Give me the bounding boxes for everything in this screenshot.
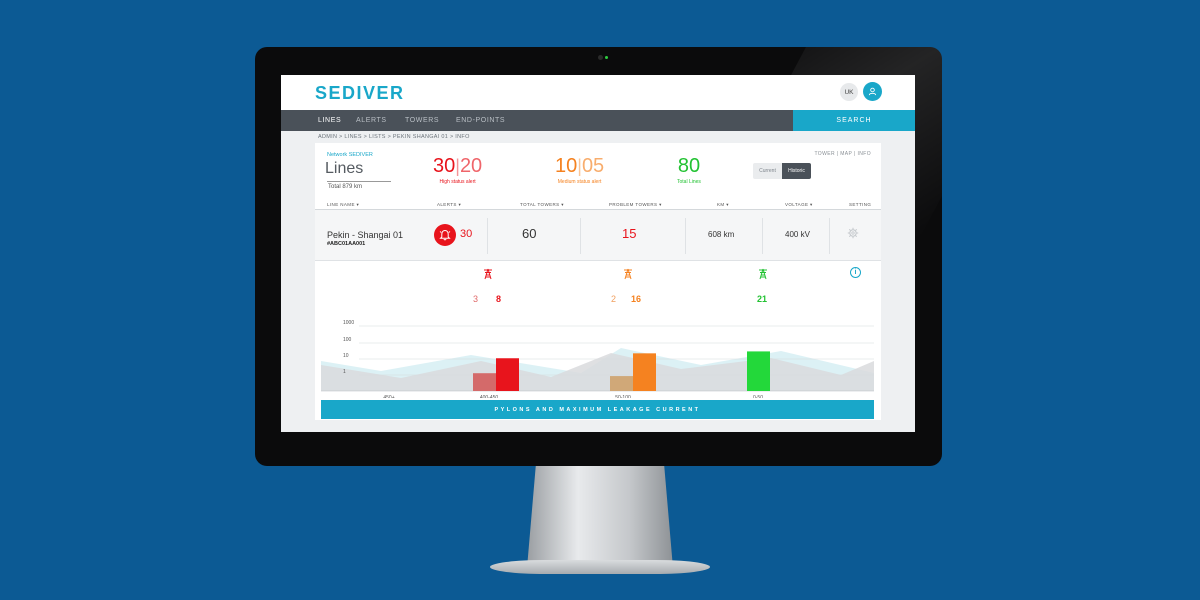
area-shape: [321, 353, 874, 391]
total-towers-value: 60: [522, 226, 537, 241]
voltage-value: 400 kV: [785, 230, 810, 239]
alarm-bell-icon: [439, 229, 451, 241]
orange-tower-count-a: 2: [611, 294, 617, 304]
medium-alerts-count: 10: [555, 155, 578, 177]
title-underline: [327, 181, 391, 182]
gear-icon[interactable]: [847, 227, 859, 239]
medium-status-stat[interactable]: 10|05 Medium status alert: [555, 155, 604, 185]
stat-divider: |: [577, 156, 582, 176]
x-tick-label: 450+: [383, 395, 394, 398]
main-nav: LINES ALERTS TOWERS END-POINTS SEARCH: [281, 110, 915, 131]
app-screen: SEDIVER UK LINES ALERTS TOWERS END-POINT…: [281, 75, 915, 432]
nav-end-points[interactable]: END-POINTS: [456, 117, 506, 124]
nav-lines[interactable]: LINES: [318, 117, 342, 124]
col-line-name[interactable]: LINE NAME ▾: [327, 202, 360, 207]
view-links[interactable]: TOWER | MAP | INFO: [814, 151, 871, 157]
alert-badge[interactable]: [434, 224, 456, 246]
user-icon: [868, 87, 877, 96]
sediver-logo[interactable]: SEDIVER: [315, 83, 405, 103]
x-tick-label: 400-450: [480, 395, 499, 398]
col-alerts[interactable]: ALERTS ▾: [437, 202, 462, 207]
y-tick-label: 1000: [343, 320, 354, 326]
top-bar: SEDIVER UK: [281, 75, 915, 110]
table-row[interactable]: Pekin - Shangai 01 #ABC01AA001 30 60 15 …: [315, 210, 881, 261]
medium-alerts-secondary: 05: [581, 155, 605, 177]
col-divider: [685, 218, 686, 254]
col-setting: SETTING: [849, 202, 872, 207]
alerts-count: 30: [460, 228, 473, 240]
tower-icon-orange: [624, 268, 632, 280]
camera: [598, 55, 603, 60]
km-value: 608 km: [708, 230, 735, 239]
tower-icon-red: [484, 268, 492, 280]
chart-footer-button[interactable]: PYLONS AND MAXIMUM LEAKAGE CURRENT: [321, 400, 874, 419]
tower-icon-green: [759, 268, 767, 280]
col-voltage[interactable]: VOLTAGE ▾: [785, 202, 813, 207]
y-tick-label: 1: [343, 369, 346, 375]
stat-divider: |: [455, 156, 460, 176]
total-lines-label: Total Lines: [677, 179, 701, 185]
nav-alerts[interactable]: ALERTS: [356, 117, 387, 124]
col-divider: [487, 218, 488, 254]
monitor-stand: [527, 466, 673, 568]
leakage-chart: 1000 100 10 1 450+ 400-450 50-100 0-50: [321, 320, 874, 398]
col-divider: [580, 218, 581, 254]
high-alerts-count: 30: [433, 155, 456, 177]
bar: [633, 353, 656, 391]
bar: [610, 376, 633, 391]
page-title: Lines: [325, 160, 364, 177]
col-total-towers[interactable]: TOTAL TOWERS ▾: [520, 202, 564, 207]
toggle-historic[interactable]: Historic: [782, 163, 811, 179]
problem-towers-value: 15: [622, 226, 637, 241]
user-account-button[interactable]: [863, 82, 882, 101]
search-button[interactable]: SEARCH: [793, 110, 915, 131]
breadcrumb[interactable]: ADMIN > LINES > LISTS > PEKIN SHANGAI 01…: [318, 134, 470, 140]
camera-led: [605, 56, 608, 59]
col-km[interactable]: KM ▾: [717, 202, 729, 207]
line-name[interactable]: Pekin - Shangai 01: [327, 230, 404, 240]
toggle-current[interactable]: Current: [759, 168, 776, 174]
col-divider: [829, 218, 830, 254]
y-tick-label: 10: [343, 353, 349, 359]
red-tower-count-a: 3: [473, 294, 479, 304]
language-button[interactable]: UK: [840, 83, 858, 101]
high-status-label: High status alert: [439, 179, 476, 185]
monitor-base: [490, 560, 710, 574]
y-tick-label: 100: [343, 337, 352, 343]
line-id: #ABC01AA001: [327, 241, 366, 247]
table-header: LINE NAME ▾ ALERTS ▾ TOTAL TOWERS ▾ PROB…: [315, 200, 881, 210]
total-km: Total 879 km: [328, 184, 363, 190]
orange-tower-count-b: 16: [631, 294, 642, 304]
red-tower-count-b: 8: [496, 294, 502, 304]
line-panel: Network SEDIVER Lines Total 879 km 30|20…: [315, 143, 881, 420]
info-icon[interactable]: i: [850, 267, 861, 278]
medium-status-label: Medium status alert: [557, 179, 602, 185]
high-status-stat[interactable]: 30|20 High status alert: [433, 155, 482, 185]
current-historic-toggle[interactable]: Current Historic: [753, 163, 811, 179]
x-tick-label: 0-50: [753, 395, 763, 398]
total-lines-stat[interactable]: 80 Total Lines: [677, 155, 701, 185]
total-lines-count: 80: [677, 155, 701, 177]
col-problem-towers[interactable]: PROBLEM TOWERS ▾: [609, 202, 662, 207]
x-tick-label: 50-100: [615, 395, 631, 398]
network-name: Network SEDIVER: [327, 152, 373, 158]
green-tower-count: 21: [757, 294, 768, 304]
bar: [496, 358, 519, 391]
nav-towers[interactable]: TOWERS: [405, 117, 440, 124]
high-alerts-secondary: 20: [459, 155, 483, 177]
bar: [747, 351, 770, 391]
col-divider: [762, 218, 763, 254]
bar: [473, 373, 496, 391]
